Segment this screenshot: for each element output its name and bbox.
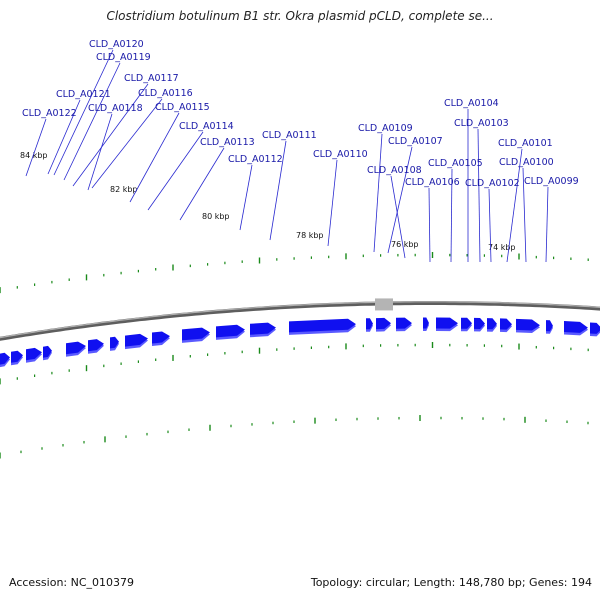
gene-label: CLD_A0102 [465,178,520,189]
gene-arrow [88,339,104,352]
backbone-highlight [0,301,600,339]
kbp-label: 76 kbp [391,240,419,249]
leader-line [87,113,113,191]
gene-arrow [26,347,42,361]
gene-arrow [487,318,497,330]
gene-arrow [43,345,52,358]
gene-label: CLD_A0117 [124,73,179,84]
gene-arrow [590,322,600,334]
leader-line [47,99,81,175]
gene-label: CLD_A0107 [388,136,443,147]
leader-line [63,62,121,181]
leader-line [327,159,338,247]
gene-label: CLD_A0103 [454,118,509,129]
gene-arrow [152,331,170,344]
kbp-scale-labels: 84 kbp 82 kbp 80 kbp 78 kbp 76 kbp 74 kbp [20,151,516,252]
gene-arrow [216,324,245,338]
leader-line [477,128,481,263]
gene-label: CLD_A0121 [56,89,111,100]
leader-line [25,118,47,177]
gene-arrow [396,317,412,329]
gene-arrow [376,317,391,330]
accession-text: Accession: NC_010379 [9,576,135,589]
gene-label: CLD_A0110 [313,149,368,160]
gene-arrow [66,341,86,355]
leader-line [53,49,114,176]
gene-label: CLD_A0112 [228,154,283,165]
leader-line [129,112,180,203]
gene-label: CLD_A0116 [138,88,193,99]
gene-label: CLD_A0106 [405,177,460,188]
backbone-arc [0,301,600,341]
gene-label: CLD_A0109 [358,123,413,134]
gene-arrow [125,333,148,347]
gene-label: CLD_A0100 [499,157,554,168]
genome-summary-text: Topology: circular; Length: 148,780 bp; … [310,576,592,589]
leader-line [506,148,523,263]
gene-arrow [250,322,276,335]
gene-arrow [289,318,356,333]
gene-arrow [546,320,553,332]
gene-label: CLD_A0122 [22,108,77,119]
kbp-label: 78 kbp [296,231,324,240]
gene-arrows [0,298,600,368]
gene-label: CLD_A0101 [498,138,553,149]
gene-label: CLD_A0114 [179,121,234,132]
gene-labels: CLD_A0120 CLD_A0119 CLD_A0117 CLD_A0121 CLD_… [22,39,579,189]
kbp-label: 74 kbp [488,243,516,252]
gene-arrow [11,350,23,363]
gene-label: CLD_A0119 [96,52,151,63]
leader-line [147,131,204,211]
gene-label: CLD_A0118 [88,103,143,114]
gene-label: CLD_A0099 [524,176,579,187]
tick-marks [0,252,589,459]
gene-label: CLD_A0115 [155,102,210,113]
leader-line [72,83,149,187]
gene-arrow [461,317,472,329]
gene-arrow [516,318,540,331]
leader-line [522,167,527,263]
leader-line [179,147,225,221]
gene-arrow [366,318,373,330]
kbp-label: 82 kbp [110,185,138,194]
grey-feature-block [375,298,393,311]
leader-line [488,188,492,263]
label-leader-lines [25,49,549,263]
leader-line [387,146,413,254]
map-title: Clostridium botulinum B1 str. Okra plasm… [106,9,494,23]
kbp-label: 84 kbp [20,151,48,160]
gene-label: CLD_A0104 [444,98,499,109]
leader-line [450,168,453,263]
leader-line [91,98,163,189]
kbp-label: 80 kbp [202,212,230,221]
leader-line [373,133,383,253]
gene-arrow [182,327,210,341]
leader-line [428,187,431,263]
leader-line [390,175,406,259]
gene-label: CLD_A0113 [200,137,255,148]
leader-line [269,140,287,241]
gene-arrow [0,352,10,365]
gene-arrow [564,321,588,333]
leader-line [239,164,253,231]
gene-arrow [474,317,485,329]
gene-label: CLD_A0108 [367,165,422,176]
gene-arrow [436,317,458,329]
gene-label: CLD_A0111 [262,130,317,141]
leader-line [545,186,549,263]
gene-arrow [110,336,119,349]
backbone-line [0,301,600,341]
gene-arrow [423,317,429,329]
gene-arrow [500,318,512,330]
gene-label: CLD_A0105 [428,158,483,169]
gene-label: CLD_A0120 [89,39,144,50]
